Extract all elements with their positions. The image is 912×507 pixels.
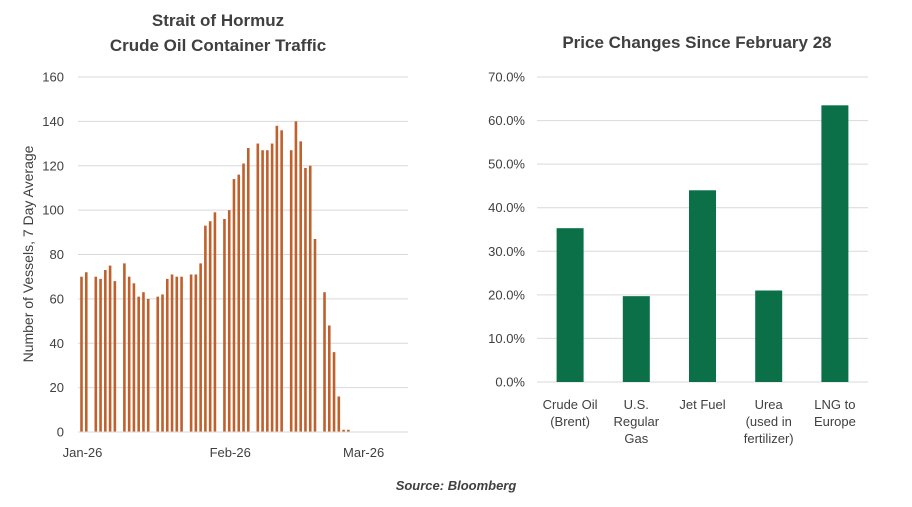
right-category-label: (Brent) [550, 414, 590, 429]
vessel-bar [256, 143, 260, 432]
vessel-bar [146, 298, 150, 433]
left-chart-x-tick-labels: Jan-26 Feb-26 Mar-26 [63, 445, 385, 460]
right-category-label: fertilizer) [744, 431, 794, 446]
price-bar [556, 228, 584, 382]
left-y-tick-label: 100 [42, 203, 64, 218]
right-y-tick-label: 40.0% [488, 200, 525, 215]
right-category-label: Urea [755, 397, 784, 412]
vessel-bar [275, 125, 279, 432]
vessel-bar [180, 276, 183, 432]
left-chart-title-line-2: Crude Oil Container Traffic [110, 36, 326, 55]
left-chart-title-line-1: Strait of Hormuz [152, 11, 284, 30]
left-y-tick-label: 40 [50, 336, 64, 351]
vessel-bar [199, 263, 202, 433]
right-y-tick-label: 10.0% [488, 331, 525, 346]
vessel-bar [142, 292, 145, 432]
right-category-label: LNG to [814, 397, 855, 412]
right-y-tick-label: 50.0% [488, 157, 525, 172]
right-category-label: Regular [614, 414, 660, 429]
vessel-bar [161, 294, 164, 432]
vessel-bar [280, 130, 283, 432]
left-y-tick-label: 80 [50, 247, 64, 262]
vessel-bar [337, 396, 341, 432]
vessel-bar [127, 276, 131, 432]
vessel-bar [332, 352, 336, 433]
vessel-traffic-chart: Strait of Hormuz Crude Oil Container Tra… [20, 11, 408, 460]
right-category-label: Jet Fuel [679, 397, 725, 412]
vessel-bar [246, 148, 250, 432]
left-y-tick-label: 160 [42, 70, 64, 85]
right-category-label: Crude Oil [543, 397, 598, 412]
vessel-bar [213, 212, 217, 432]
right-category-label: (used in [746, 414, 792, 429]
price-bar [689, 190, 716, 382]
left-x-tick-label: Mar-26 [343, 445, 384, 460]
vessel-bar [347, 429, 350, 432]
vessel-bar [299, 141, 302, 432]
left-y-tick-label: 0 [57, 425, 64, 440]
vessel-bar [165, 278, 169, 432]
right-y-tick-label: 60.0% [488, 113, 525, 128]
vessel-bar [223, 219, 226, 432]
right-y-tick-label: 20.0% [488, 287, 525, 302]
vessel-bar [94, 276, 98, 432]
right-category-label: Europe [814, 414, 856, 429]
vessel-bar [99, 278, 102, 432]
vessel-bar [132, 283, 136, 432]
price-bar [821, 105, 849, 382]
vessel-bar [308, 165, 312, 432]
right-chart-title: Price Changes Since February 28 [562, 33, 831, 52]
vessel-bar [270, 143, 274, 432]
vessel-bar [84, 272, 88, 432]
vessel-bar [313, 238, 317, 432]
right-category-label: U.S. [624, 397, 649, 412]
vessel-bar [175, 276, 179, 432]
left-y-tick-label: 140 [42, 114, 64, 129]
vessel-bar [137, 296, 140, 432]
left-chart-y-tick-labels: 0 20 40 60 80 100 120 140 160 [42, 70, 64, 440]
left-x-tick-label: Feb-26 [210, 445, 251, 460]
vessel-bar [208, 221, 212, 432]
right-chart-bars [556, 105, 849, 382]
vessel-bar [304, 167, 307, 432]
price-bar [755, 290, 783, 382]
vessel-bar [294, 121, 298, 433]
source-note: Source: Bloomberg [395, 478, 517, 493]
left-x-tick-label: Jan-26 [63, 445, 103, 460]
right-chart-y-tick-labels: 0.0% 10.0% 20.0% 30.0% 40.0% 50.0% 60.0% 70.0% [488, 70, 525, 390]
right-y-tick-label: 30.0% [488, 244, 525, 259]
vessel-bar [194, 274, 198, 432]
right-y-tick-label: 70.0% [488, 70, 525, 85]
vessel-bar [123, 263, 126, 433]
vessel-bar [104, 270, 107, 432]
vessel-bar [342, 429, 345, 432]
vessel-bar [108, 265, 112, 432]
right-category-label: Gas [624, 431, 648, 446]
price-bar [622, 296, 650, 382]
vessel-bar [227, 210, 231, 433]
vessel-bar [204, 225, 207, 432]
vessel-bar [156, 296, 160, 432]
left-y-tick-label: 60 [50, 291, 64, 306]
left-chart-y-axis-title: Number of Vessels, 7 Day Average [20, 145, 36, 362]
vessel-bar [327, 325, 331, 432]
vessel-bar [266, 150, 269, 432]
left-chart-bars [80, 121, 350, 433]
vessel-bar [113, 281, 117, 433]
vessel-bar [80, 276, 83, 432]
vessel-bar [170, 274, 174, 432]
vessel-bar [237, 174, 241, 433]
right-chart-category-labels: Crude Oil (Brent) U.S. Regular Gas Jet Fuel Ur… [543, 397, 856, 446]
vessel-bar [261, 150, 264, 432]
right-y-tick-label: 0.0% [495, 375, 525, 390]
left-y-tick-label: 120 [42, 158, 64, 173]
left-y-tick-label: 20 [50, 380, 64, 395]
price-changes-chart: Price Changes Since February 28 0.0% 10.0… [488, 33, 868, 446]
vessel-bar [289, 150, 293, 432]
vessel-bar [323, 292, 326, 432]
vessel-bar [232, 179, 236, 432]
vessel-bar [242, 163, 245, 432]
vessel-bar [189, 274, 193, 432]
